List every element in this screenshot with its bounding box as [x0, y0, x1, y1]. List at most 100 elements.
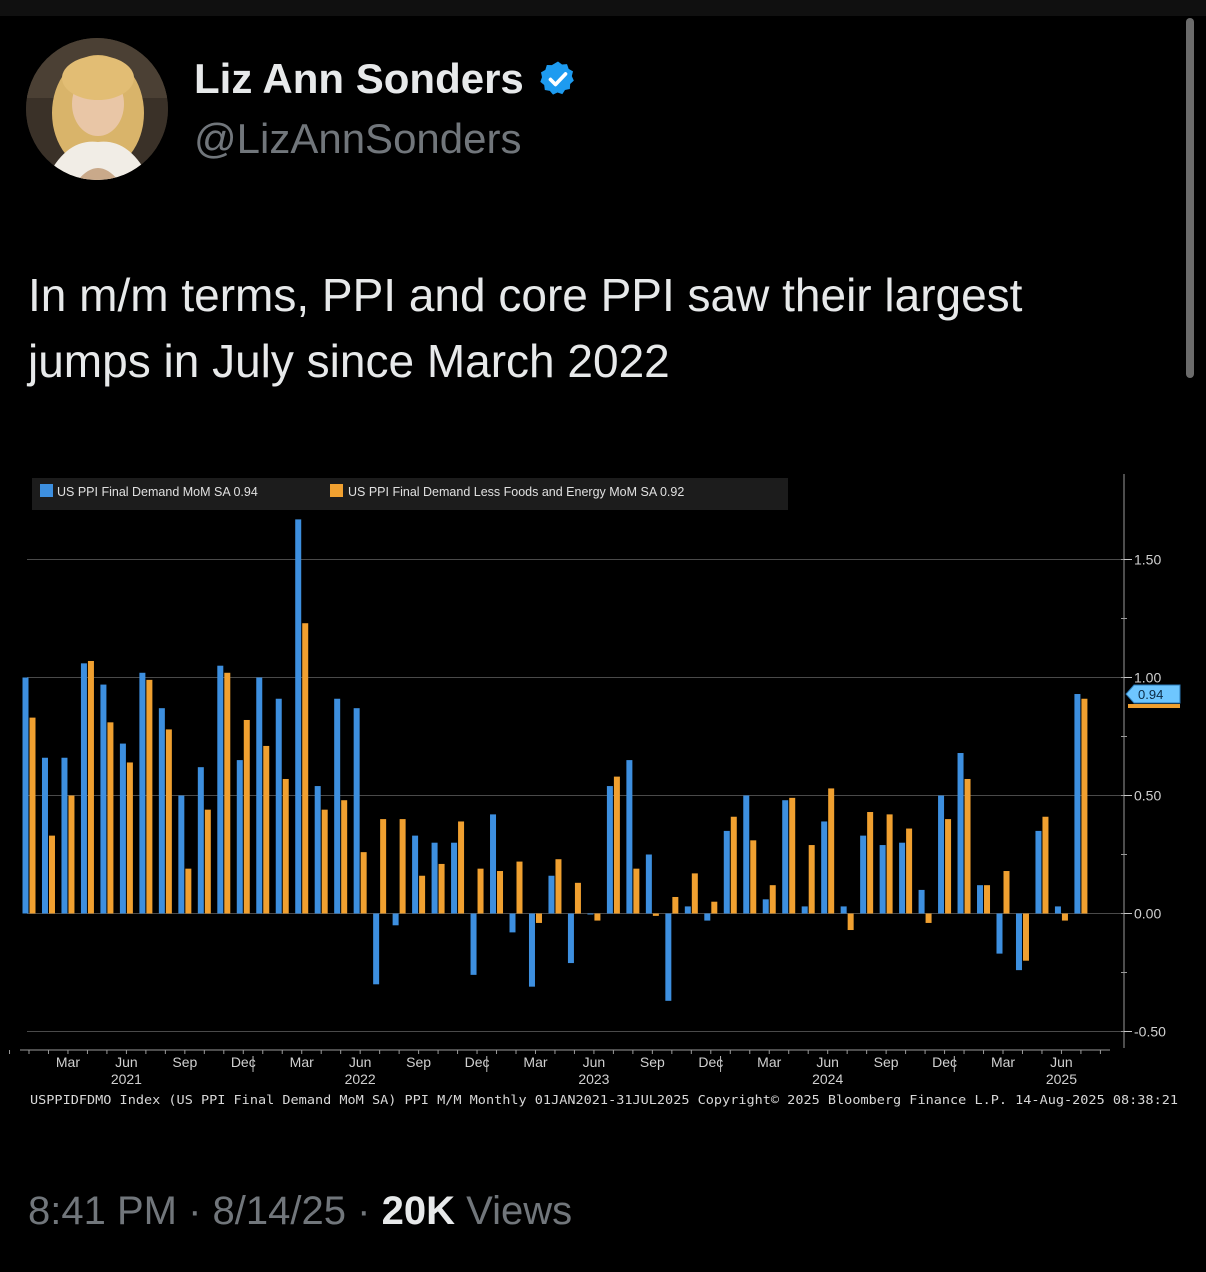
bar-ppi-core	[652, 913, 659, 916]
bar-ppi-core	[555, 859, 562, 914]
bar-ppi-final-demand	[821, 821, 828, 914]
bar-ppi-core	[224, 672, 231, 914]
bar-ppi-final-demand	[743, 795, 750, 914]
legend-label-core-ppi: US PPI Final Demand Less Foods and Energ…	[348, 485, 684, 499]
bar-ppi-core	[165, 729, 172, 914]
chart-footer-text: USPPIDFDMO Index (US PPI Final Demand Mo…	[30, 1092, 1178, 1107]
author-display-name[interactable]: Liz Ann Sonders	[194, 55, 524, 102]
chart-bars	[22, 519, 1088, 1001]
bar-ppi-core	[48, 835, 55, 914]
x-month-label: Mar	[523, 1054, 547, 1070]
bar-ppi-final-demand	[178, 795, 185, 914]
bar-ppi-core	[341, 800, 348, 914]
bar-ppi-final-demand	[275, 698, 282, 914]
bar-ppi-core	[146, 679, 153, 914]
bar-ppi-core	[107, 722, 114, 914]
bar-ppi-core	[594, 913, 601, 921]
x-month-label: Mar	[757, 1054, 781, 1070]
x-month-label: Jun	[349, 1054, 372, 1070]
legend-box	[32, 478, 788, 510]
y-tick-label: 1.00	[1134, 670, 1161, 686]
tweet-date[interactable]: 8/14/25	[212, 1189, 347, 1233]
bar-ppi-final-demand	[957, 753, 964, 914]
bar-ppi-final-demand	[548, 875, 555, 914]
bar-ppi-core	[419, 875, 426, 914]
bar-ppi-core	[1081, 698, 1088, 914]
author-handle[interactable]: @LizAnnSonders	[194, 115, 522, 162]
bar-ppi-core	[730, 816, 737, 914]
x-month-label: Dec	[932, 1054, 957, 1070]
bar-ppi-final-demand	[217, 665, 224, 914]
x-month-label: Mar	[290, 1054, 314, 1070]
bar-ppi-core	[477, 868, 484, 914]
bar-ppi-final-demand	[762, 899, 769, 914]
bar-ppi-core	[750, 840, 757, 914]
bar-ppi-final-demand	[314, 786, 321, 914]
bar-ppi-final-demand	[22, 677, 29, 914]
x-year-label: 2025	[1046, 1071, 1077, 1087]
bar-ppi-final-demand	[412, 835, 419, 914]
x-month-label: Jun	[816, 1054, 839, 1070]
meta-separator: ·	[357, 1189, 371, 1233]
scrollbar-thumb[interactable]	[1186, 18, 1194, 378]
x-month-label: Dec	[231, 1054, 256, 1070]
views-count: 20K	[381, 1189, 455, 1233]
bar-ppi-core	[263, 745, 270, 914]
x-year-label: 2022	[345, 1071, 376, 1087]
bar-ppi-core	[87, 660, 94, 914]
bar-ppi-core	[672, 896, 679, 914]
chart-image[interactable]: 1.50 1.00 0.50 0.00 -0.50 0.94 Mar Jun Sep Dec Mar…	[0, 470, 1206, 1120]
legend-swatch-blue	[40, 484, 53, 497]
bar-ppi-final-demand	[879, 845, 886, 914]
bar-ppi-final-demand	[1074, 694, 1081, 914]
bar-ppi-final-demand	[996, 913, 1003, 954]
bar-ppi-core	[380, 819, 387, 914]
bar-ppi-final-demand	[938, 795, 945, 914]
bar-ppi-final-demand	[197, 767, 204, 914]
bar-ppi-core	[399, 819, 406, 914]
tweet-text: In m/m terms, PPI and core PPI saw their…	[28, 269, 1023, 387]
x-month-label: Mar	[56, 1054, 80, 1070]
bar-ppi-core	[1022, 913, 1029, 961]
bar-ppi-final-demand	[334, 698, 341, 914]
bar-ppi-core	[321, 809, 328, 914]
bar-ppi-core	[68, 795, 75, 914]
bar-ppi-core	[535, 913, 542, 923]
bar-ppi-core	[497, 871, 504, 914]
bar-ppi-core	[691, 873, 698, 914]
x-month-label: Sep	[406, 1054, 431, 1070]
bar-ppi-final-demand	[392, 913, 399, 926]
bar-ppi-final-demand	[899, 842, 906, 914]
bar-ppi-final-demand	[626, 760, 633, 914]
ppi-bar-chart: 1.50 1.00 0.50 0.00 -0.50 0.94 Mar Jun Sep Dec Mar…	[9, 474, 1181, 1107]
bar-ppi-final-demand	[977, 885, 984, 914]
x-month-label: Mar	[991, 1054, 1015, 1070]
bar-ppi-core	[516, 861, 523, 914]
bar-ppi-final-demand	[119, 743, 126, 914]
bar-ppi-core	[185, 868, 192, 914]
bar-ppi-final-demand	[606, 786, 613, 914]
meta-separator: ·	[188, 1189, 202, 1233]
last-value-tag-core	[1128, 704, 1180, 709]
bar-ppi-core	[964, 778, 971, 914]
avatar[interactable]	[26, 38, 168, 180]
bar-ppi-core	[282, 778, 289, 914]
verified-badge-icon	[540, 61, 574, 95]
bar-ppi-final-demand	[236, 760, 243, 914]
bar-ppi-core	[204, 809, 211, 914]
bar-ppi-final-demand	[256, 677, 263, 914]
x-year-label: 2023	[578, 1071, 609, 1087]
bar-ppi-core	[906, 828, 913, 914]
bar-ppi-core	[243, 719, 250, 914]
y-tick-label: 0.00	[1134, 906, 1161, 922]
tweet-time[interactable]: 8:41 PM	[28, 1189, 177, 1233]
bar-ppi-core	[828, 788, 835, 914]
bar-ppi-final-demand	[41, 757, 48, 914]
bar-ppi-core	[886, 814, 893, 914]
avatar-image	[26, 38, 168, 180]
bar-ppi-final-demand	[723, 830, 730, 914]
bar-ppi-final-demand	[684, 906, 691, 914]
x-month-label: Jun	[1050, 1054, 1073, 1070]
bar-ppi-final-demand	[100, 684, 107, 914]
author-name-row[interactable]: Liz Ann Sonders	[194, 54, 578, 104]
